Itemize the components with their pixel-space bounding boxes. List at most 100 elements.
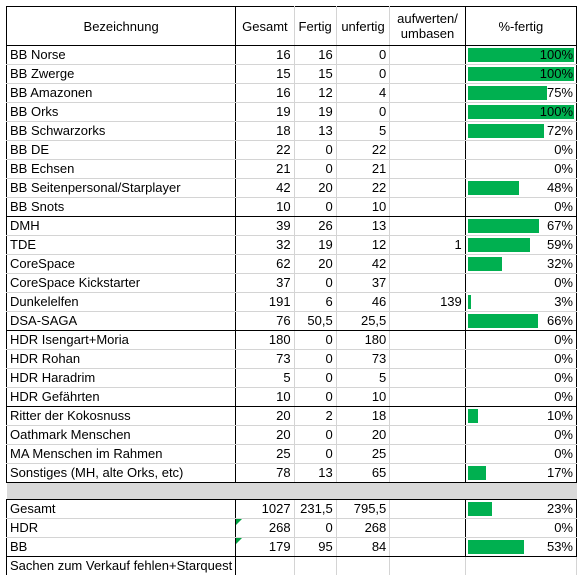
cell-pct-fertig[interactable]: 72% <box>465 121 577 141</box>
cell-pct-fertig[interactable]: 0% <box>465 349 577 369</box>
cell-unfertig[interactable]: 21 <box>336 159 391 179</box>
cell-pct-fertig[interactable]: 59% <box>465 235 577 255</box>
cell-fertig[interactable]: 0 <box>294 425 337 445</box>
cell-fertig[interactable]: 15 <box>294 64 337 84</box>
cell-unfertig[interactable]: 84 <box>336 537 391 557</box>
cell-pct-fertig[interactable]: 66% <box>465 311 577 331</box>
cell-aufwerten[interactable] <box>389 349 466 369</box>
cell-unfertig[interactable]: 0 <box>336 64 391 84</box>
cell-bezeichnung[interactable]: CoreSpace Kickstarter <box>5 273 237 293</box>
cell-aufwerten[interactable] <box>389 311 466 331</box>
empty-cell[interactable] <box>465 556 577 575</box>
cell-gesamt[interactable]: 22 <box>235 140 295 160</box>
cell-aufwerten[interactable] <box>389 121 466 141</box>
header-bezeichnung[interactable]: Bezeichnung <box>5 6 237 46</box>
cell-bezeichnung[interactable]: BB <box>5 537 237 557</box>
cell-unfertig[interactable]: 4 <box>336 83 391 103</box>
cell-gesamt[interactable]: 5 <box>235 368 295 388</box>
cell-bezeichnung[interactable]: BB Echsen <box>5 159 237 179</box>
note-text[interactable]: Sachen zum Verkauf fehlen+Starquest <box>5 556 237 575</box>
cell-aufwerten[interactable] <box>389 254 466 274</box>
cell-pct-fertig[interactable]: 0% <box>465 518 577 538</box>
cell-aufwerten[interactable] <box>389 463 466 483</box>
cell-bezeichnung[interactable]: HDR Rohan <box>5 349 237 369</box>
cell-pct-fertig[interactable]: 0% <box>465 273 577 293</box>
cell-pct-fertig[interactable]: 67% <box>465 216 577 236</box>
cell-bezeichnung[interactable]: BB Norse <box>5 45 237 65</box>
cell-pct-fertig[interactable]: 75% <box>465 83 577 103</box>
header-pct-fertig[interactable]: %-fertig <box>465 6 577 46</box>
cell-bezeichnung[interactable]: DMH <box>5 216 237 236</box>
cell-gesamt[interactable]: 15 <box>235 64 295 84</box>
cell-bezeichnung[interactable]: HDR Isengart+Moria <box>5 330 237 350</box>
cell-aufwerten[interactable] <box>389 45 466 65</box>
cell-bezeichnung[interactable]: BB Snots <box>5 197 237 217</box>
cell-unfertig[interactable]: 25,5 <box>336 311 391 331</box>
cell-pct-fertig[interactable]: 0% <box>465 387 577 407</box>
cell-gesamt[interactable]: 42 <box>235 178 295 198</box>
empty-cell[interactable] <box>235 556 295 575</box>
header-gesamt[interactable]: Gesamt <box>235 6 295 46</box>
cell-aufwerten[interactable] <box>389 102 466 122</box>
cell-fertig[interactable]: 0 <box>294 368 337 388</box>
cell-bezeichnung[interactable]: Oathmark Menschen <box>5 425 237 445</box>
cell-aufwerten[interactable] <box>389 273 466 293</box>
cell-aufwerten[interactable] <box>389 444 466 464</box>
cell-gesamt[interactable]: 39 <box>235 216 295 236</box>
cell-fertig[interactable]: 0 <box>294 387 337 407</box>
cell-fertig[interactable]: 26 <box>294 216 337 236</box>
cell-gesamt[interactable]: 10 <box>235 387 295 407</box>
cell-unfertig[interactable]: 46 <box>336 292 391 312</box>
cell-unfertig[interactable]: 42 <box>336 254 391 274</box>
cell-pct-fertig[interactable]: 100% <box>465 45 577 65</box>
cell-gesamt[interactable]: 21 <box>235 159 295 179</box>
cell-aufwerten[interactable] <box>389 368 466 388</box>
cell-fertig[interactable]: 12 <box>294 83 337 103</box>
cell-fertig[interactable]: 0 <box>294 140 337 160</box>
cell-pct-fertig[interactable]: 0% <box>465 140 577 160</box>
cell-bezeichnung[interactable]: HDR Gefährten <box>5 387 237 407</box>
cell-gesamt[interactable]: 18 <box>235 121 295 141</box>
cell-pct-fertig[interactable]: 0% <box>465 197 577 217</box>
cell-gesamt[interactable]: 76 <box>235 311 295 331</box>
cell-aufwerten[interactable] <box>389 178 466 198</box>
cell-aufwerten[interactable] <box>389 537 466 557</box>
cell-fertig[interactable]: 0 <box>294 330 337 350</box>
cell-unfertig[interactable]: 73 <box>336 349 391 369</box>
cell-unfertig[interactable]: 25 <box>336 444 391 464</box>
cell-bezeichnung[interactable]: HDR Haradrim <box>5 368 237 388</box>
cell-gesamt[interactable]: 179 <box>235 537 295 557</box>
cell-fertig[interactable]: 16 <box>294 45 337 65</box>
cell-gesamt[interactable]: 191 <box>235 292 295 312</box>
cell-bezeichnung[interactable]: Dunkelelfen <box>5 292 237 312</box>
cell-aufwerten[interactable] <box>389 140 466 160</box>
cell-gesamt[interactable]: 1027 <box>235 499 295 519</box>
cell-unfertig[interactable]: 18 <box>336 406 391 426</box>
cell-bezeichnung[interactable]: BB Amazonen <box>5 83 237 103</box>
cell-gesamt[interactable]: 16 <box>235 83 295 103</box>
cell-pct-fertig[interactable]: 0% <box>465 444 577 464</box>
cell-unfertig[interactable]: 5 <box>336 121 391 141</box>
cell-gesamt[interactable]: 37 <box>235 273 295 293</box>
cell-fertig[interactable]: 6 <box>294 292 337 312</box>
cell-fertig[interactable]: 95 <box>294 537 337 557</box>
cell-pct-fertig[interactable]: 32% <box>465 254 577 274</box>
cell-fertig[interactable]: 20 <box>294 178 337 198</box>
cell-unfertig[interactable]: 0 <box>336 102 391 122</box>
cell-bezeichnung[interactable]: BB Seitenpersonal/Starplayer <box>5 178 237 198</box>
cell-fertig[interactable]: 0 <box>294 273 337 293</box>
cell-aufwerten[interactable] <box>389 425 466 445</box>
cell-pct-fertig[interactable]: 0% <box>465 159 577 179</box>
cell-bezeichnung[interactable]: BB Schwarzorks <box>5 121 237 141</box>
cell-bezeichnung[interactable]: DSA-SAGA <box>5 311 237 331</box>
cell-bezeichnung[interactable]: Sonstiges (MH, alte Orks, etc) <box>5 463 237 483</box>
cell-fertig[interactable]: 0 <box>294 349 337 369</box>
cell-gesamt[interactable]: 10 <box>235 197 295 217</box>
cell-aufwerten[interactable] <box>389 83 466 103</box>
cell-unfertig[interactable]: 20 <box>336 425 391 445</box>
cell-bezeichnung[interactable]: Ritter der Kokosnuss <box>5 406 237 426</box>
cell-gesamt[interactable]: 180 <box>235 330 295 350</box>
cell-fertig[interactable]: 0 <box>294 518 337 538</box>
cell-unfertig[interactable]: 795,5 <box>336 499 391 519</box>
cell-unfertig[interactable]: 22 <box>336 178 391 198</box>
